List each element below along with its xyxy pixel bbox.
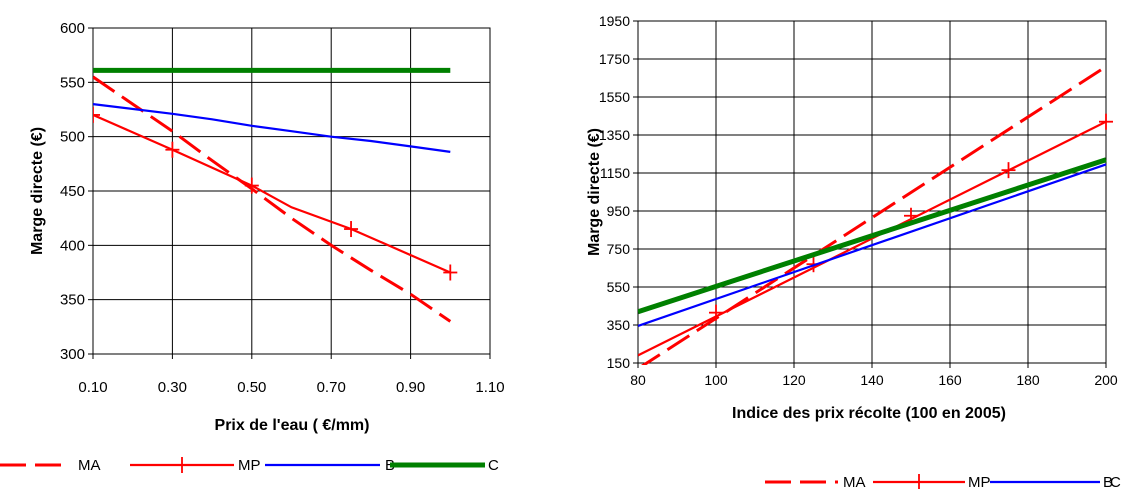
y-tick-label: 350 (607, 317, 631, 333)
y-tick-label: 1550 (599, 89, 630, 105)
y-tick-label: 1350 (599, 127, 630, 143)
y-tick-label: 750 (607, 241, 631, 257)
legend: MA MP BC (765, 474, 1121, 489)
x-tick-label: 0.30 (158, 379, 187, 396)
data-point-mp (344, 221, 359, 238)
x-tick-label: 100 (704, 372, 728, 388)
x-tick-label: 1.10 (475, 379, 504, 396)
x-tick-label: 0.90 (396, 379, 425, 396)
x-tick-label: 140 (860, 372, 884, 388)
y-tick-label: 1950 (599, 13, 630, 29)
x-axis-title: Prix de l'eau ( €/mm) (215, 417, 370, 434)
legend-label-c: C (1110, 474, 1121, 489)
data-point-mp (93, 106, 100, 123)
series-line-b (638, 163, 1107, 327)
series-line-mp (93, 113, 451, 274)
x-tick-label: 0.70 (317, 379, 346, 396)
y-axis-title: Marge directe (€) (29, 127, 46, 255)
series-line-c (638, 157, 1107, 315)
x-tick-label: 120 (782, 372, 806, 388)
x-tick-label: 0.10 (78, 379, 107, 396)
y-tick-label: 500 (60, 129, 85, 146)
series-line-ma (93, 75, 452, 323)
legend-label-b: B (1103, 474, 1113, 489)
legend-label-ma: MA (78, 457, 101, 474)
data-point-mp (244, 177, 259, 194)
y-tick-label: 350 (60, 292, 85, 309)
y-tick-label: 600 (60, 20, 85, 37)
y-tick-label: 150 (607, 355, 631, 371)
legend-label-c: C (488, 457, 499, 474)
legend-label-ma: MA (843, 474, 866, 489)
x-tick-label: 200 (1094, 372, 1118, 388)
y-tick-label: 1750 (599, 51, 630, 67)
y-tick-label: 450 (60, 183, 85, 200)
x-tick-label: 160 (938, 372, 962, 388)
y-tick-label: 550 (607, 279, 631, 295)
y-axis-title: Marge directe (€) (586, 128, 603, 256)
x-tick-label: 0.50 (237, 379, 266, 396)
data-point-mp (443, 264, 458, 281)
x-tick-label: 80 (630, 372, 646, 388)
y-tick-label: 550 (60, 74, 85, 91)
series-line-b (93, 103, 451, 153)
x-tick-label: 180 (1016, 372, 1040, 388)
x-axis-title: Indice des prix récolte (100 en 2005) (732, 405, 1006, 422)
legend-label-mp: MP (968, 474, 991, 489)
chart-right: 150 350 550 750 950 1150 1350 1550 1750 1950 80 100… (586, 13, 1121, 489)
chart-left: 300 350 400 450 500 550 600 0.10 0.30 0.50 0.70 0.9… (0, 20, 505, 474)
legend-label-mp: MP (238, 457, 261, 474)
y-tick-label: 300 (60, 346, 85, 363)
data-point-mp (1099, 113, 1113, 130)
y-tick-label: 400 (60, 237, 85, 254)
data-point-mp (1001, 162, 1016, 179)
data-point-mp (165, 141, 180, 158)
y-tick-label: 950 (607, 203, 631, 219)
data-point-mp (709, 304, 723, 321)
y-tick-label: 1150 (600, 165, 630, 181)
